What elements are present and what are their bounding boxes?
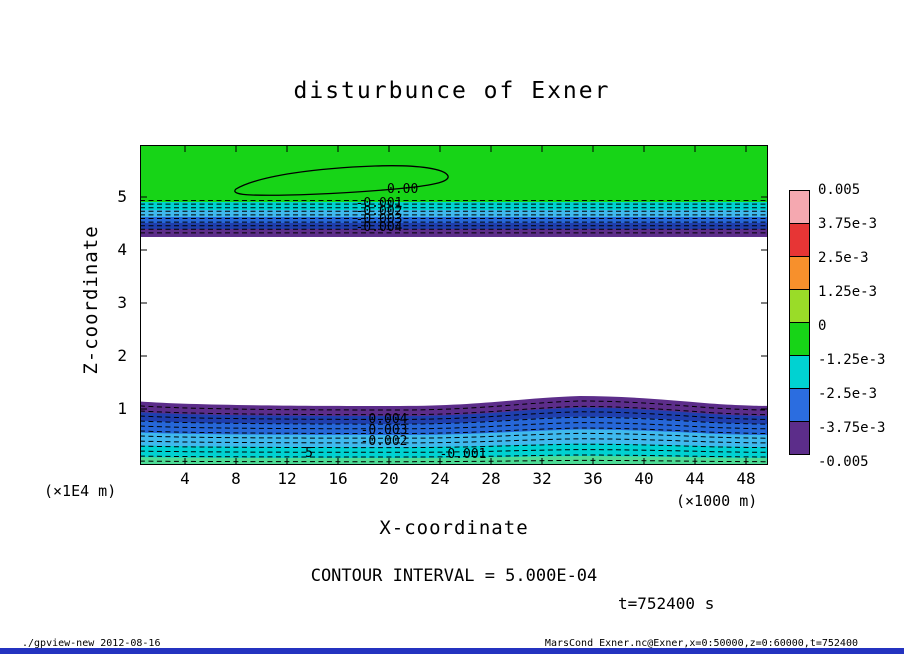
colorbar-segment xyxy=(789,223,810,257)
colorbar-label: -1.25e-3 xyxy=(818,352,886,368)
contour-line-dashed xyxy=(140,443,768,449)
contour-label: -0.002 xyxy=(361,434,408,449)
y-tick-label: 5 xyxy=(117,187,127,206)
contour-label: -0.003 xyxy=(361,423,408,438)
contour-line-dashed xyxy=(140,416,768,425)
colorbar-segment xyxy=(789,322,810,356)
colorbar-label: 0.005 xyxy=(818,182,861,198)
contour-label: -0.002 xyxy=(356,204,403,219)
contour-label: -0.004 xyxy=(361,412,408,427)
x-tick-label: 16 xyxy=(328,469,348,488)
x-tick-label: 36 xyxy=(583,469,603,488)
chart-title: disturbunce of Exner xyxy=(293,78,611,104)
tone-band xyxy=(140,456,768,465)
x-tick-label: 48 xyxy=(736,469,756,488)
contour-line-dashed xyxy=(140,449,768,453)
contour-label: -0.004 xyxy=(356,220,403,235)
colorbar-segment xyxy=(789,355,810,389)
y-axis-unit: (×1E4 m) xyxy=(44,482,117,500)
time-label: t=752400 s xyxy=(618,594,715,613)
colorbar-label: -0.005 xyxy=(818,454,869,470)
tone-band xyxy=(140,217,768,223)
colorbar-segment xyxy=(789,289,810,323)
contour-label: -0.001 xyxy=(440,447,487,462)
colorbar-segment xyxy=(789,190,810,224)
colorbar-label: 0 xyxy=(818,318,827,334)
plot-svg: 0.00-0.001-0.002-0.003-0.004-0.004-0.003… xyxy=(140,145,768,465)
x-tick-label: 44 xyxy=(685,469,705,488)
x-tick-label: 32 xyxy=(532,469,552,488)
contour-line-dashed xyxy=(140,400,768,411)
y-tick-label: 2 xyxy=(117,346,127,365)
contour-line-dashed xyxy=(140,405,768,416)
colorbar-label: -2.5e-3 xyxy=(818,386,878,402)
tone-band xyxy=(140,202,768,210)
contour-line-dashed xyxy=(140,432,768,439)
tone-band xyxy=(140,210,768,217)
colorbar-segment xyxy=(789,256,810,290)
contour-label: 5 xyxy=(305,446,313,461)
bottom-edge-bar xyxy=(0,648,904,654)
tone-band xyxy=(140,145,768,202)
colorbar-segments xyxy=(789,190,810,455)
x-tick-label: 12 xyxy=(277,469,297,488)
y-tick-label: 3 xyxy=(117,293,127,312)
x-tick-label: 20 xyxy=(379,469,399,488)
colorbar-segment xyxy=(789,388,810,422)
contour-line-dashed xyxy=(140,422,768,430)
x-axis-title: X-coordinate xyxy=(379,517,529,539)
colorbar-label: 1.25e-3 xyxy=(818,284,878,300)
contour-line-zero xyxy=(234,165,449,196)
y-tick-label: 4 xyxy=(117,240,127,259)
footer-command-text: ./gpview-new 2012-08-16 xyxy=(22,638,161,649)
x-tick-label: 8 xyxy=(231,469,241,488)
contour-line-dashed xyxy=(140,459,768,463)
plot-frame xyxy=(140,145,768,465)
colorbar-segment xyxy=(789,421,810,455)
colorbar-label: 2.5e-3 xyxy=(818,250,869,266)
footer-file-info: MarsCond_Exner.nc@Exner,x=0:50000,z=0:60… xyxy=(544,638,858,649)
contour-line-dashed xyxy=(140,438,768,444)
x-tick-label: 4 xyxy=(180,469,190,488)
x-tick-label: 40 xyxy=(634,469,654,488)
y-tick-label: 1 xyxy=(117,399,127,418)
colorbar-label: 3.75e-3 xyxy=(818,216,878,232)
colorbar-label: -3.75e-3 xyxy=(818,420,886,436)
contour-label: -0.001 xyxy=(356,196,403,211)
colorbar: 0.005 3.75e-3 2.5e-3 1.25e-3 0 -1.25e-3 -2.5e-… xyxy=(789,182,885,470)
contour-label: -0.003 xyxy=(356,212,403,227)
tone-band xyxy=(140,223,768,229)
contour-line-dashed xyxy=(140,411,768,420)
x-tick-label: 24 xyxy=(430,469,450,488)
x-axis-unit: (×1000 m) xyxy=(676,492,758,510)
contour-line-dashed xyxy=(140,427,768,435)
tone-band xyxy=(140,229,768,237)
contour-line-dashed xyxy=(140,454,768,458)
contour-interval-note: CONTOUR INTERVAL = 5.000E-04 xyxy=(310,566,598,586)
contour-label: 0.00 xyxy=(387,182,418,197)
x-tick-label: 28 xyxy=(481,469,501,488)
